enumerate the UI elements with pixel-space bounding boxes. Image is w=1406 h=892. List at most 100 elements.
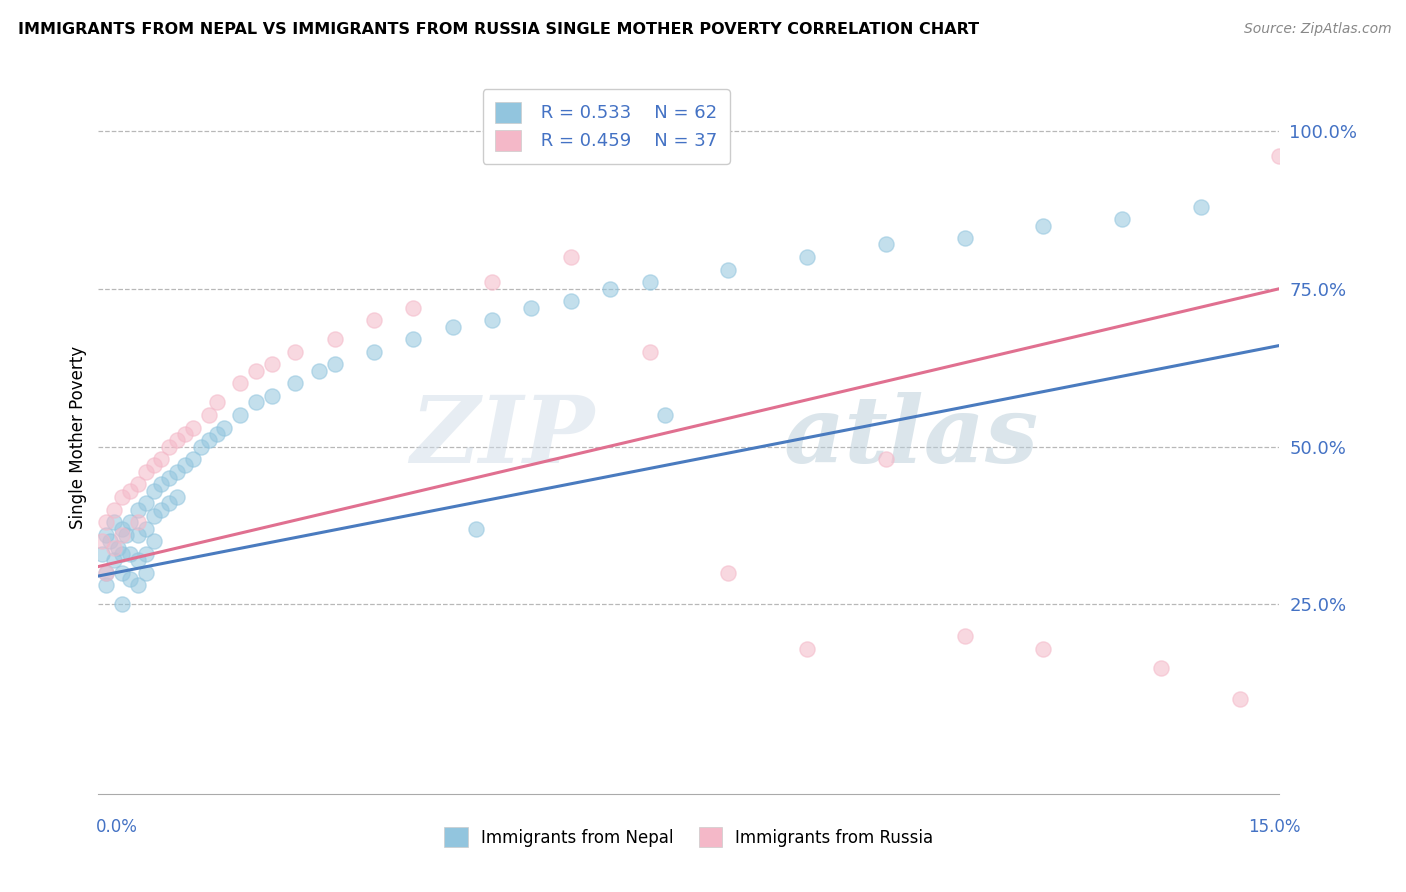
Point [402, 332, 425, 346]
Point [157, 471, 180, 485]
Point [1229, 692, 1251, 706]
Point [284, 344, 307, 359]
Point [717, 566, 740, 580]
Text: IMMIGRANTS FROM NEPAL VS IMMIGRANTS FROM RUSSIA SINGLE MOTHER POVERTY CORRELATIO: IMMIGRANTS FROM NEPAL VS IMMIGRANTS FROM… [18, 22, 980, 37]
Point [654, 408, 676, 422]
Point [323, 332, 346, 346]
Point [284, 376, 307, 391]
Point [560, 250, 582, 264]
Point [107, 541, 129, 555]
Point [205, 395, 228, 409]
Point [127, 578, 149, 592]
Point [103, 502, 125, 516]
Point [181, 452, 204, 467]
Point [111, 566, 134, 580]
Point [1032, 641, 1054, 656]
Point [142, 458, 165, 473]
Point [560, 294, 582, 309]
Point [875, 237, 897, 252]
Point [127, 516, 149, 530]
Text: ZIP: ZIP [411, 392, 595, 482]
Point [197, 408, 219, 422]
Point [150, 502, 173, 516]
Point [157, 440, 180, 454]
Point [157, 496, 180, 510]
Point [150, 477, 173, 491]
Point [638, 344, 661, 359]
Point [135, 496, 157, 510]
Point [115, 528, 138, 542]
Point [214, 420, 236, 434]
Point [111, 522, 134, 536]
Point [142, 508, 165, 523]
Legend: Immigrants from Nepal, Immigrants from Russia: Immigrants from Nepal, Immigrants from R… [437, 821, 941, 854]
Point [953, 231, 976, 245]
Point [796, 250, 818, 264]
Point [118, 547, 141, 561]
Point [181, 420, 204, 434]
Point [111, 598, 134, 612]
Point [363, 313, 385, 327]
Point [638, 276, 661, 290]
Point [229, 408, 252, 422]
Point [245, 364, 267, 378]
Point [245, 395, 267, 409]
Point [1189, 200, 1212, 214]
Point [96, 516, 118, 530]
Point [127, 502, 149, 516]
Point [1111, 212, 1133, 227]
Point [135, 547, 157, 561]
Point [166, 434, 188, 448]
Point [127, 528, 149, 542]
Point [135, 522, 157, 536]
Point [174, 426, 197, 441]
Point [174, 458, 197, 473]
Text: Source: ZipAtlas.com: Source: ZipAtlas.com [1244, 22, 1392, 37]
Point [127, 477, 149, 491]
Point [205, 426, 228, 441]
Point [98, 534, 121, 549]
Y-axis label: Single Mother Poverty: Single Mother Poverty [69, 345, 87, 529]
Point [953, 629, 976, 643]
Point [190, 440, 212, 454]
Point [796, 641, 818, 656]
Text: atlas: atlas [783, 392, 1039, 482]
Point [402, 301, 425, 315]
Point [166, 490, 188, 504]
Point [135, 465, 157, 479]
Point [96, 578, 118, 592]
Point [103, 516, 125, 530]
Point [197, 434, 219, 448]
Point [111, 528, 134, 542]
Point [323, 358, 346, 372]
Point [166, 465, 188, 479]
Point [481, 313, 503, 327]
Point [96, 566, 118, 580]
Point [717, 262, 740, 277]
Point [441, 319, 464, 334]
Point [135, 566, 157, 580]
Point [481, 276, 503, 290]
Point [103, 553, 125, 567]
Point [1150, 660, 1173, 674]
Point [308, 364, 330, 378]
Point [127, 553, 149, 567]
Point [103, 541, 125, 555]
Text: 15.0%: 15.0% [1249, 818, 1301, 836]
Point [118, 572, 141, 586]
Point [1268, 149, 1291, 163]
Point [229, 376, 252, 391]
Point [363, 344, 385, 359]
Point [118, 516, 141, 530]
Point [142, 534, 165, 549]
Point [465, 522, 488, 536]
Point [96, 566, 118, 580]
Point [91, 534, 114, 549]
Point [260, 389, 283, 403]
Point [91, 547, 114, 561]
Text: 0.0%: 0.0% [96, 818, 138, 836]
Point [875, 452, 897, 467]
Point [118, 483, 141, 498]
Point [150, 452, 173, 467]
Point [599, 282, 621, 296]
